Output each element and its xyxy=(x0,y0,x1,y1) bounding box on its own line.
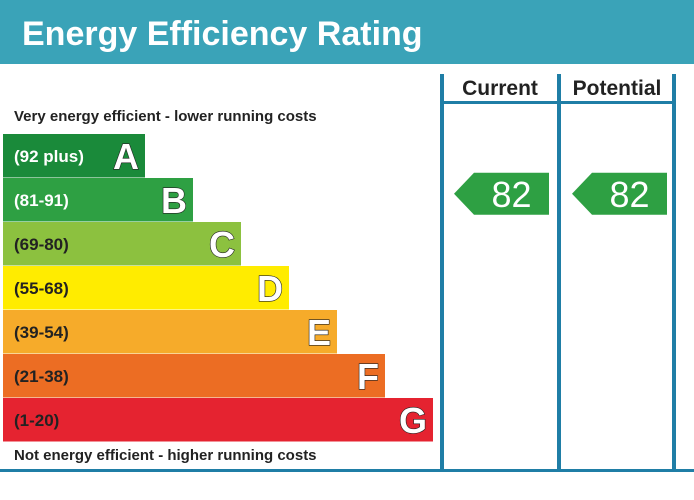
band-a: (92 plus) A xyxy=(3,134,145,178)
band-range-label: (81-91) xyxy=(14,191,69,210)
chart-title: Energy Efficiency Rating xyxy=(22,15,423,53)
band-range-label: (39-54) xyxy=(14,323,69,342)
current-column-left-line xyxy=(440,74,444,470)
current-column-header: Current xyxy=(462,77,538,100)
band-bar-f xyxy=(3,354,385,398)
arrow-value-label: 82 xyxy=(609,174,649,215)
band-b: (81-91) B xyxy=(3,178,193,222)
band-letter-label: G xyxy=(399,400,427,441)
band-g: (1-20) G xyxy=(3,398,433,442)
band-bar-a xyxy=(3,134,145,178)
column-header-underline xyxy=(440,101,676,104)
band-range-label: (55-68) xyxy=(14,279,69,298)
arrow-shape xyxy=(454,172,549,215)
rating-frame xyxy=(0,74,694,472)
band-f: (21-38) F xyxy=(3,354,385,398)
band-letter-label: A xyxy=(113,136,139,177)
current-rating-arrow: 82 xyxy=(454,172,549,215)
bottom-border-line xyxy=(0,469,694,472)
band-bar-d xyxy=(3,266,289,310)
top-caption: Very energy efficient - lower running co… xyxy=(14,108,317,125)
band-bar-g xyxy=(3,398,433,442)
band-bar-c xyxy=(3,222,241,266)
band-letter-label: D xyxy=(257,268,283,309)
band-range-label: (21-38) xyxy=(14,367,69,386)
bottom-caption: Not energy efficient - higher running co… xyxy=(14,447,317,464)
band-letter-label: B xyxy=(161,180,187,221)
rating-arrows: 82 82 xyxy=(454,172,667,215)
potential-rating-arrow: 82 xyxy=(572,172,667,215)
band-d: (55-68) D xyxy=(3,266,289,310)
band-range-label: (1-20) xyxy=(14,411,59,430)
band-e: (39-54) E xyxy=(3,310,337,354)
band-c: (69-80) C xyxy=(3,222,241,266)
current-column-right-line xyxy=(557,74,561,470)
band-range-label: (69-80) xyxy=(14,235,69,254)
arrow-shape xyxy=(572,172,667,215)
rating-bands: (92 plus) A(81-91) B(69-80) C(55-68) D(39-54… xyxy=(3,134,433,442)
band-letter-label: F xyxy=(357,356,379,397)
band-letter-label: C xyxy=(209,224,235,265)
band-letter-label: E xyxy=(307,312,331,353)
band-bar-b xyxy=(3,178,193,222)
potential-column-header: Potential xyxy=(573,77,662,100)
band-range-label: (92 plus) xyxy=(14,147,84,166)
potential-column-right-line xyxy=(672,74,676,470)
band-bar-e xyxy=(3,310,337,354)
title-bar xyxy=(0,0,694,64)
arrow-value-label: 82 xyxy=(491,174,531,215)
